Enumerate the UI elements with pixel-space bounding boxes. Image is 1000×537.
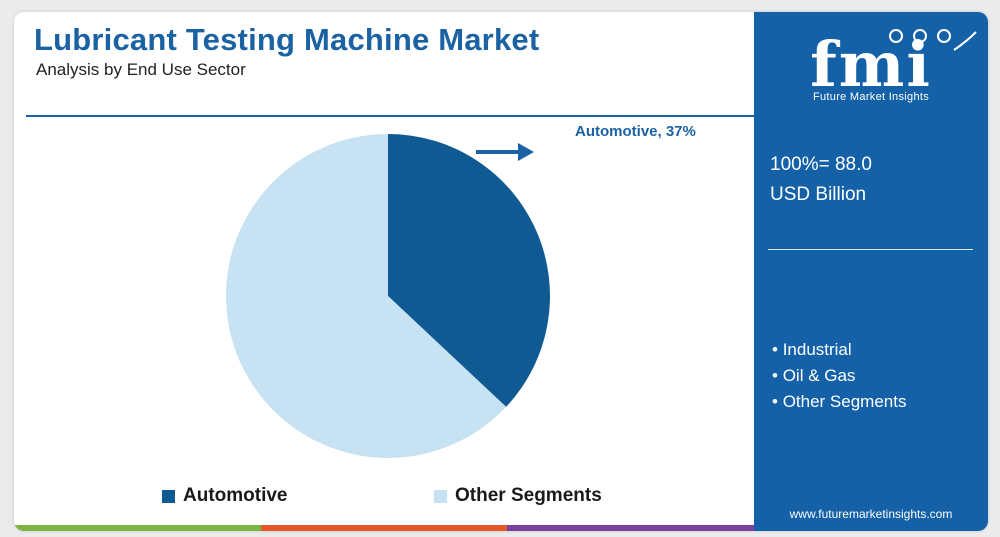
brand-tagline: Future Market Insights [812,91,930,103]
color-strip [14,525,755,531]
market-total-unit: USD Billion [770,184,867,205]
callout-arrow-icon [476,143,534,161]
color-strip-green [14,525,261,531]
pie-slice-automotive [388,134,551,407]
color-strip-orange [260,525,508,531]
slice-callout-label: Automotive, 37% [575,123,696,140]
segment-item: • Oil & Gas [772,366,856,385]
legend-item-automotive: Automotive [162,485,288,507]
legend-label-automotive: Automotive [183,485,288,506]
color-strip-purple [507,525,755,531]
other-segments-list: • Industrial • Oil & Gas • Other Segment… [772,337,906,415]
pie-chart [226,134,551,459]
segment-item-label: Industrial [782,340,852,359]
pie-slice-other-segments [226,134,507,459]
fmi-logo-text: fmi [810,28,932,101]
website-link[interactable]: www.futuremarketinsights.com [789,507,953,521]
legend-item-other-segments: Other Segments [434,485,602,507]
legend-swatch-automotive [162,489,175,503]
chart-title: Lubricant Testing Machine Market [34,22,540,57]
segment-item-label: Oil & Gas [782,366,856,385]
legend-swatch-other-segments [434,489,447,503]
info-sidebar: fmi Future Market Insights 100%= 88.0 US… [754,12,988,531]
segment-item-label: Other Segments [782,392,907,411]
segment-item: • Industrial [772,340,852,359]
fmi-logo-icon: fmi [810,28,977,101]
chart-subtitle: Analysis by End Use Sector [36,60,246,79]
infographic-card: Lubricant Testing Machine Market Analysi… [14,12,988,531]
header-divider [26,115,754,117]
market-total: 100%= 88.0 USD Billion [770,150,872,210]
legend-label-other-segments: Other Segments [455,485,602,506]
market-total-value: 100%= 88.0 [770,154,872,175]
sidebar-divider [768,249,973,250]
segment-item: • Other Segments [772,392,907,411]
chart-panel: Lubricant Testing Machine Market Analysi… [14,12,755,531]
